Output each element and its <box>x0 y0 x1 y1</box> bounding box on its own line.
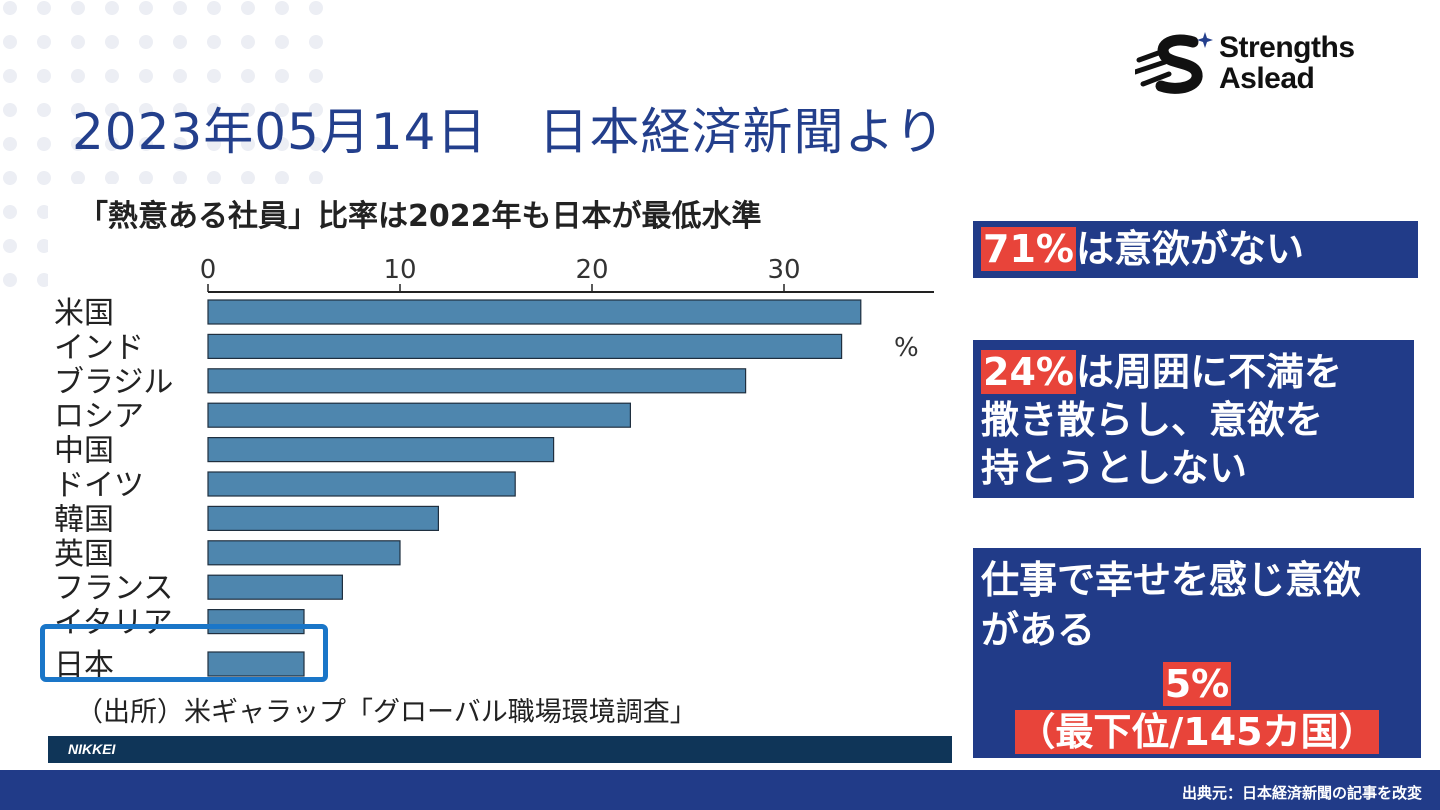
japan-highlight-frame <box>40 624 328 682</box>
callout-2-body: は周囲に不満を <box>1075 350 1342 394</box>
callout-2-line-3: 持とうとしない <box>981 446 1248 490</box>
unit-label: % <box>894 333 919 363</box>
chart-source: （出所）米ギャラップ「グローバル職場環境調査」 <box>76 697 697 728</box>
x-tick-label: 0 <box>200 255 217 285</box>
footer-bar: 出典元：日本経済新聞の記事を改変 <box>0 770 1440 810</box>
callout-2-highlight: 24% <box>981 350 1076 394</box>
bar-0 <box>207 299 862 325</box>
callout-1-text: 71%は意欲がない <box>981 225 1304 273</box>
category-label: ブラジル <box>54 365 173 400</box>
category-label: インド <box>54 330 144 365</box>
strengths-aslead-logo-icon <box>1135 32 1213 94</box>
bar-4 <box>207 437 555 463</box>
logo-line-1: Strengths <box>1219 31 1355 64</box>
bar-5 <box>207 471 516 497</box>
callout-3-rank-label: （最下位/145カ国） <box>1015 710 1379 754</box>
callout-engaged: 仕事で幸せを感じ意欲 がある 5% （最下位/145カ国） <box>973 548 1421 758</box>
bar-chart: 「熱意ある社員」比率は2022年も日本が最低水準 % 0 10 20 30 米国インドブ… <box>54 199 934 683</box>
callout-2-line-2: 撒き散らし、意欲を <box>981 398 1324 442</box>
callout-3-figure: 5% <box>973 662 1421 706</box>
x-tick-label: 20 <box>575 255 608 285</box>
chart-panel: 「熱意ある社員」比率は2022年も日本が最低水準 % 0 10 20 30 米国 インドブ… <box>48 184 952 764</box>
bar-6 <box>207 505 439 531</box>
nikkei-bar: NIKKEI <box>48 736 952 763</box>
category-label: 韓国 <box>54 502 114 537</box>
category-label: ロシア <box>54 399 144 434</box>
page-title: 2023年05月14日 日本経済新聞より <box>72 103 946 161</box>
bar-9 <box>207 609 305 635</box>
callout-3-line-1: 仕事で幸せを感じ意欲 <box>981 558 1362 602</box>
callout-1-highlight: 71% <box>981 227 1076 271</box>
strengths-aslead-logo: Strengths Aslead <box>1135 30 1395 100</box>
category-label: 英国 <box>54 537 114 572</box>
category-label: イタリア <box>54 606 173 641</box>
category-label: フランス <box>54 571 173 606</box>
bar-2 <box>207 368 747 394</box>
bar-10 <box>207 651 305 677</box>
bar-7 <box>207 540 401 566</box>
callout-3-highlight: 5% <box>1162 662 1232 706</box>
bar-8 <box>207 574 343 600</box>
x-tick-label: 30 <box>767 255 800 285</box>
callout-actively-disengaged: 24%は周囲に不満を 撒き散らし、意欲を 持とうとしない <box>973 340 1414 498</box>
bar-3 <box>207 402 631 428</box>
callout-1-body: は意欲がない <box>1075 227 1304 271</box>
callout-2-line-1: 24%は周囲に不満を <box>981 348 1342 396</box>
category-label: 中国 <box>54 434 114 469</box>
footer-source-note: 出典元：日本経済新聞の記事を改変 <box>1181 784 1422 802</box>
logo-line-2: Aslead <box>1219 62 1315 95</box>
category-label: 米国 <box>54 296 114 331</box>
x-tick-label: 10 <box>383 255 416 285</box>
nikkei-label: NIKKEI <box>68 741 116 757</box>
chart-title: 「熱意ある社員」比率は2022年も日本が最低水準 <box>78 199 762 234</box>
category-label: ドイツ <box>54 468 144 503</box>
bar-1 <box>207 333 843 359</box>
callout-3-line-2: がある <box>981 608 1096 652</box>
callout-3-rank: （最下位/145カ国） <box>973 710 1421 754</box>
callout-unengaged: 71%は意欲がない <box>973 221 1418 278</box>
